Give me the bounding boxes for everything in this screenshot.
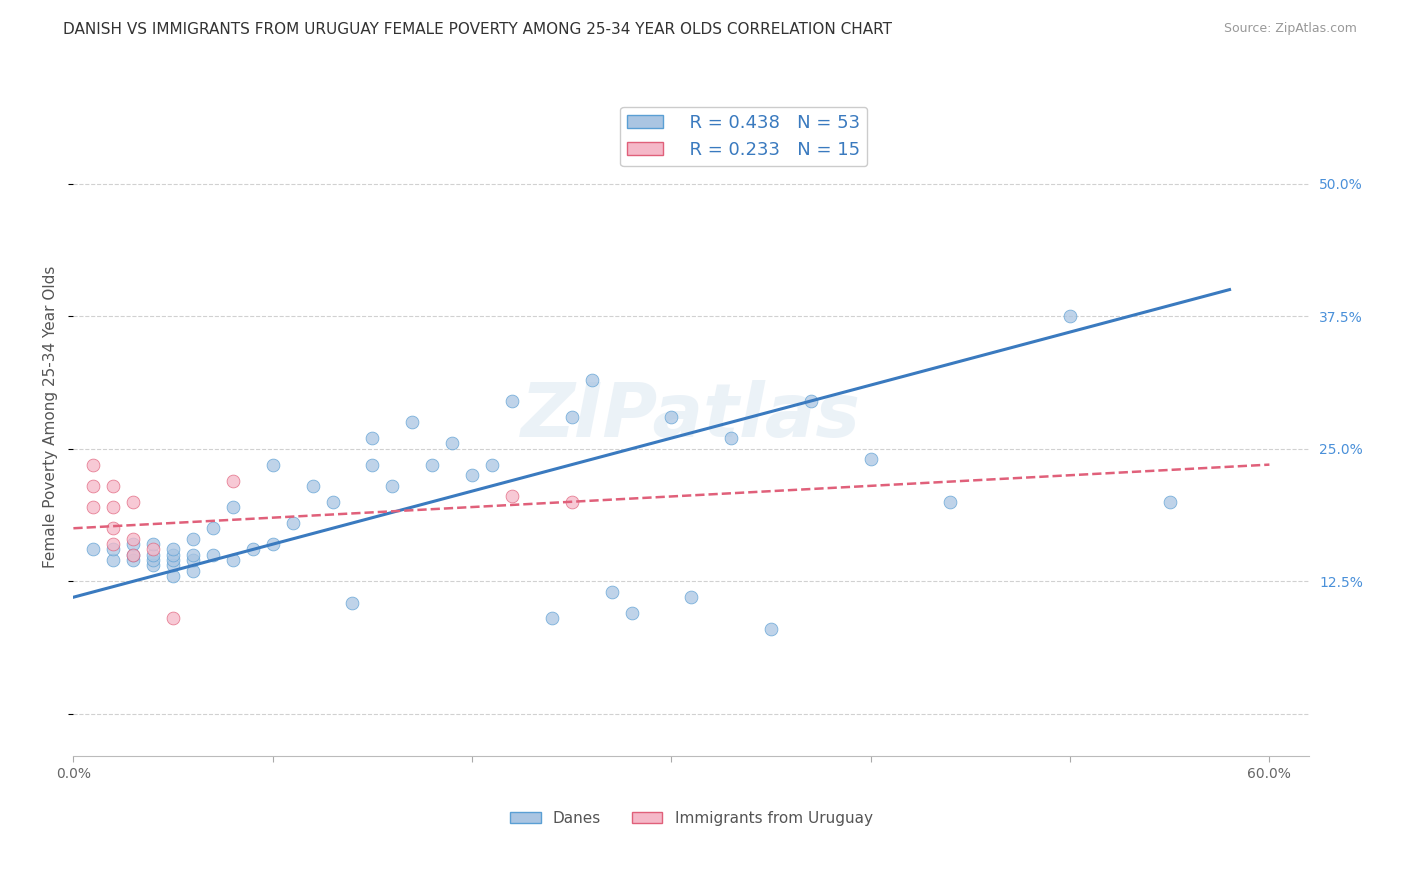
Point [800, 394, 823, 409]
Point [561, 494, 583, 508]
Point [162, 569, 184, 583]
Point [162, 558, 184, 573]
Point [401, 415, 423, 429]
Point [201, 521, 224, 535]
Point [201, 548, 224, 562]
Point [162, 542, 184, 557]
Text: Source: ZipAtlas.com: Source: ZipAtlas.com [1223, 22, 1357, 36]
Point [222, 553, 245, 567]
Point [122, 548, 145, 562]
Point [142, 558, 165, 573]
Point [162, 611, 184, 625]
Point [181, 548, 204, 562]
Point [322, 494, 344, 508]
Point [581, 373, 603, 387]
Point [103, 521, 125, 535]
Point [103, 500, 125, 514]
Point [122, 548, 145, 562]
Point [103, 542, 125, 557]
Point [420, 458, 443, 472]
Point [103, 537, 125, 551]
Point [181, 532, 204, 546]
Point [501, 394, 523, 409]
Point [859, 452, 882, 467]
Point [1059, 309, 1081, 323]
Point [600, 585, 623, 599]
Point [939, 494, 962, 508]
Point [122, 494, 145, 508]
Point [122, 553, 145, 567]
Point [561, 409, 583, 424]
Point [82, 500, 104, 514]
Point [620, 606, 643, 620]
Point [122, 532, 145, 546]
Point [281, 516, 304, 530]
Point [501, 490, 523, 504]
Point [162, 548, 184, 562]
Point [181, 553, 204, 567]
Point [262, 537, 284, 551]
Point [1159, 494, 1181, 508]
Point [103, 479, 125, 493]
Point [381, 479, 404, 493]
Point [103, 553, 125, 567]
Point [661, 409, 683, 424]
Point [142, 542, 165, 557]
Point [82, 479, 104, 493]
Point [461, 468, 484, 483]
Point [181, 564, 204, 578]
Point [142, 537, 165, 551]
Point [162, 553, 184, 567]
Point [361, 458, 384, 472]
Text: DANISH VS IMMIGRANTS FROM URUGUAY FEMALE POVERTY AMONG 25-34 YEAR OLDS CORRELATI: DANISH VS IMMIGRANTS FROM URUGUAY FEMALE… [63, 22, 893, 37]
Point [262, 458, 284, 472]
Point [222, 474, 245, 488]
Point [222, 500, 245, 514]
Legend: Danes, Immigrants from Uruguay: Danes, Immigrants from Uruguay [503, 805, 879, 832]
Point [481, 458, 503, 472]
Text: ZIPatlas: ZIPatlas [522, 380, 862, 453]
Point [361, 431, 384, 445]
Point [82, 542, 104, 557]
Point [540, 611, 562, 625]
Point [681, 591, 703, 605]
Point [441, 436, 464, 450]
Point [142, 548, 165, 562]
Point [342, 595, 364, 609]
Point [301, 479, 323, 493]
Point [82, 458, 104, 472]
Point [720, 431, 742, 445]
Point [759, 622, 782, 636]
Y-axis label: Female Poverty Among 25-34 Year Olds: Female Poverty Among 25-34 Year Olds [44, 266, 58, 568]
Point [142, 553, 165, 567]
Point [122, 537, 145, 551]
Point [242, 542, 264, 557]
